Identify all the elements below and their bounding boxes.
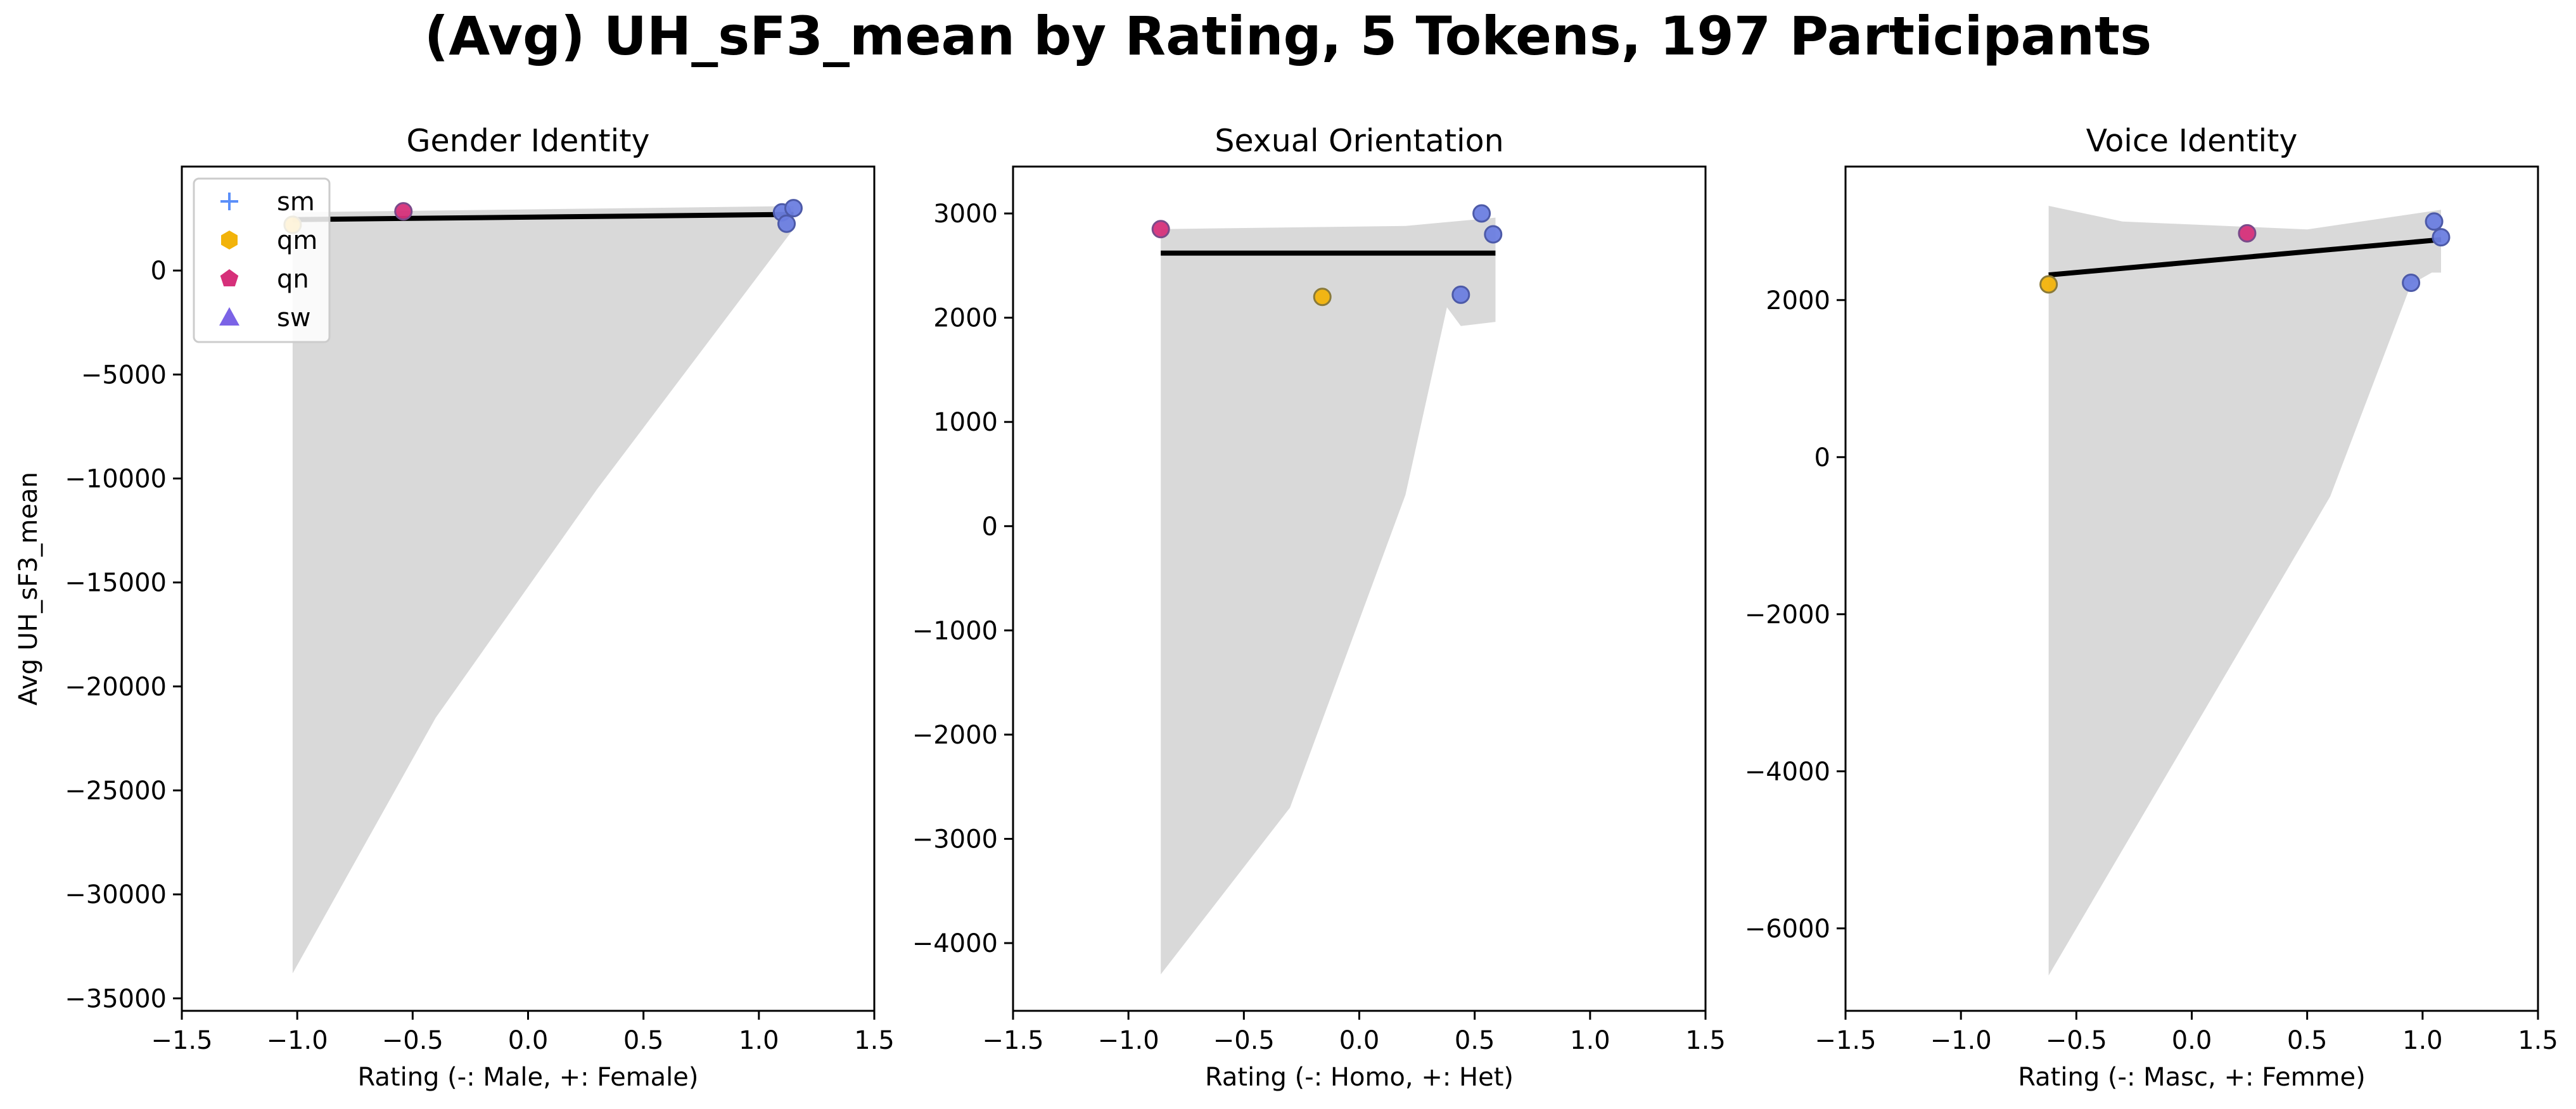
triangle-marker-icon <box>219 307 239 326</box>
legend-item-qm: qm <box>221 226 317 255</box>
x-tick-label: 1.0 <box>1570 1026 1610 1055</box>
y-tick-label: 0 <box>1814 443 1830 472</box>
data-point-sm <box>1484 225 1503 244</box>
y-tick-label: −6000 <box>1745 915 1830 944</box>
legend-label: qm <box>277 226 317 255</box>
pentagon-marker-icon <box>220 269 239 287</box>
data-point-sm <box>784 199 803 218</box>
panel-1: −1.5 −1.0 −0.5 0.0 0.5 1.0 1.5 −35000 −30000 −250… <box>14 123 895 1092</box>
x-tick-label: 1.0 <box>739 1026 779 1055</box>
hexagon-marker-icon <box>221 231 238 250</box>
legend-label: qn <box>277 265 309 294</box>
data-point-sm <box>2425 212 2444 231</box>
legend-label: sw <box>277 303 311 333</box>
data-point-qm <box>1313 288 1332 307</box>
confidence-band <box>1161 217 1496 975</box>
x-tick-label: −1.5 <box>982 1026 1043 1055</box>
data-point-qn <box>2238 224 2257 243</box>
y-tick-label: −10000 <box>65 464 167 493</box>
y-tick-label: −30000 <box>65 880 167 909</box>
data-point-qm <box>2039 275 2058 294</box>
x-tick-label: −1.5 <box>151 1026 212 1055</box>
panel-3: −1.5 −1.0 −0.5 0.0 0.5 1.0 1.5 −6000 −4000 −2000 0… <box>1745 123 2558 1092</box>
y-tick-label: 0 <box>151 257 167 286</box>
x-tick-label: −1.0 <box>267 1026 328 1055</box>
regression-line <box>292 212 794 222</box>
y-axis-label: Avg UH_sF3_mean <box>14 472 43 706</box>
data-point-qn <box>394 202 413 221</box>
y-tick-label: −2000 <box>912 721 998 750</box>
chart-title: (Avg) UH_sF3_mean by Rating, 5 Tokens, 1… <box>424 5 2152 67</box>
x-axis-label: Rating (-: Male, +: Female) <box>357 1063 698 1092</box>
x-tick-label: 0.5 <box>1455 1026 1495 1055</box>
y-tick-label: −5000 <box>81 360 167 390</box>
data-point-sw <box>1451 285 1470 304</box>
x-tick-label: 0.0 <box>508 1026 549 1055</box>
x-tick-label: −1.0 <box>1098 1026 1159 1055</box>
x-tick-label: −0.5 <box>1213 1026 1275 1055</box>
x-tick-label: 1.5 <box>2518 1026 2558 1055</box>
confidence-band <box>292 206 794 973</box>
x-tick-label: 1.0 <box>2402 1026 2443 1055</box>
y-tick-label: −4000 <box>1745 757 1830 787</box>
y-tick-label: 2000 <box>1766 286 1830 315</box>
y-tick-label: −4000 <box>912 929 998 958</box>
x-tick-label: 1.5 <box>854 1026 895 1055</box>
x-tick-label: 0.5 <box>623 1026 664 1055</box>
legend-item-sm: sm <box>220 187 315 217</box>
x-tick-label: 1.5 <box>1685 1026 1726 1055</box>
data-point-sw <box>2402 274 2421 293</box>
x-tick-label: −0.5 <box>382 1026 443 1055</box>
legend-item-sw: sw <box>219 303 311 333</box>
panel-title: Voice Identity <box>2086 123 2298 159</box>
x-axis-label: Rating (-: Homo, +: Het) <box>1205 1063 1514 1092</box>
y-tick-label: −15000 <box>65 569 167 598</box>
plus-marker-icon <box>220 193 238 210</box>
x-tick-label: −1.5 <box>1814 1026 1876 1055</box>
panel-2: −1.5 −1.0 −0.5 0.0 0.5 1.0 1.5 −4000 −3000 −2000 −… <box>912 123 1726 1092</box>
x-tick-label: 0.5 <box>2287 1026 2328 1055</box>
x-tick-label: −1.0 <box>1930 1026 1992 1055</box>
y-tick-label: −25000 <box>65 776 167 806</box>
legend-label: sm <box>277 187 315 217</box>
x-axis-label: Rating (-: Masc, +: Femme) <box>2018 1063 2365 1092</box>
y-tick-label: −3000 <box>912 825 998 854</box>
y-tick-label: 3000 <box>933 200 998 229</box>
y-tick-label: −2000 <box>1745 600 1830 630</box>
regression-line <box>2048 237 2442 278</box>
data-point-sm <box>1472 204 1491 223</box>
confidence-band <box>2048 206 2441 976</box>
x-tick-label: 0.0 <box>2172 1026 2212 1055</box>
y-tick-label: 0 <box>982 512 998 542</box>
x-tick-label: 0.0 <box>1339 1026 1380 1055</box>
legend: sm qm qn sw <box>193 177 331 343</box>
chart-panels: −1.5 −1.0 −0.5 0.0 0.5 1.0 1.5−35000−30000−250… <box>14 123 2558 1092</box>
y-tick-label: 2000 <box>933 304 998 333</box>
panel-title: Gender Identity <box>407 123 650 159</box>
legend-item-qn: qn <box>220 265 309 294</box>
y-tick-label: 1000 <box>933 408 998 437</box>
y-tick-label: −35000 <box>65 984 167 1013</box>
data-point-qn <box>1151 220 1170 239</box>
data-point-sm <box>2432 228 2451 247</box>
y-tick-label: −1000 <box>912 616 998 645</box>
legend-box <box>193 177 331 343</box>
data-point-sw <box>777 214 796 233</box>
y-tick-label: −20000 <box>65 673 167 702</box>
panel-title: Sexual Orientation <box>1215 123 1503 159</box>
x-tick-label: −0.5 <box>2046 1026 2107 1055</box>
